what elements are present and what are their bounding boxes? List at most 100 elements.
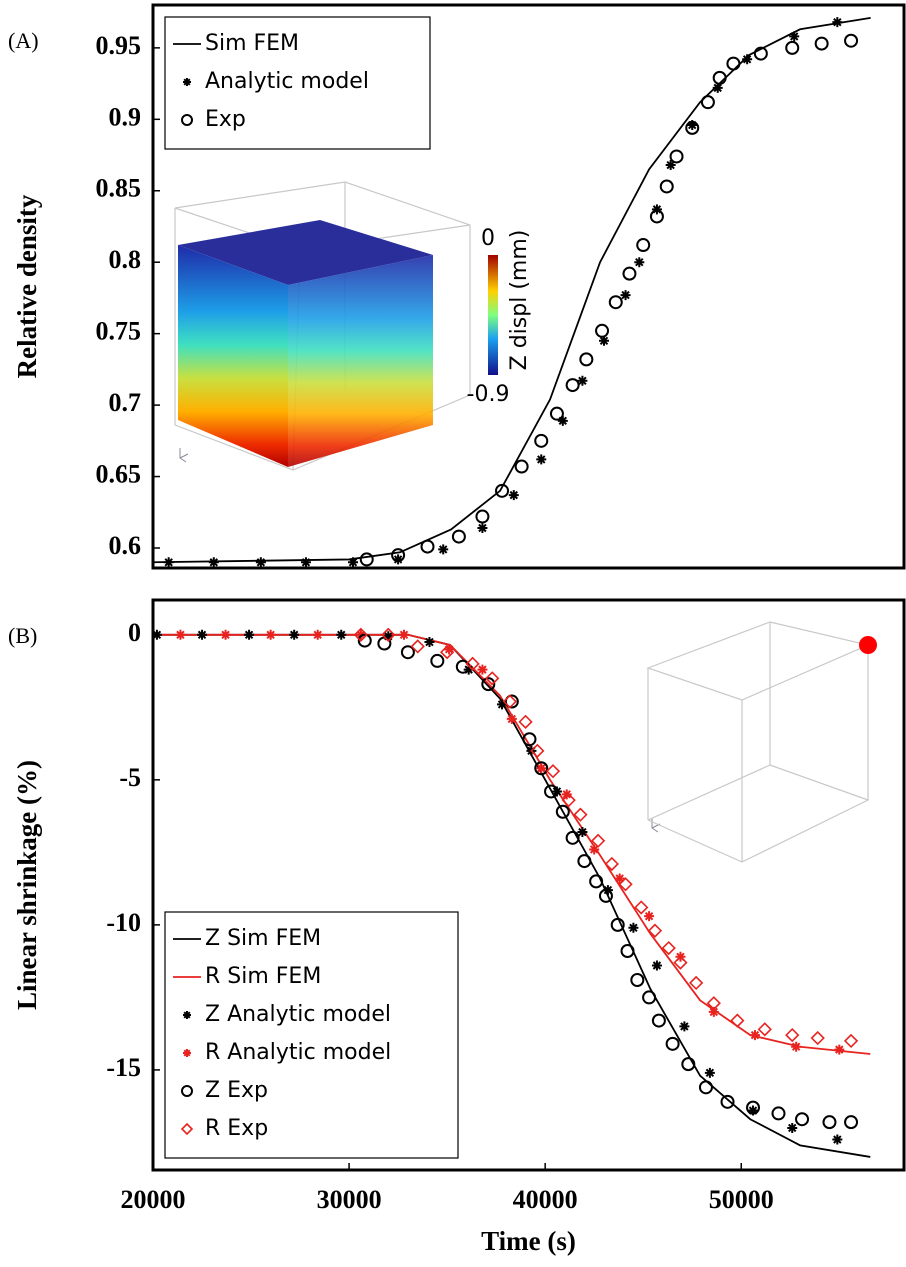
- data-point: [622, 266, 637, 281]
- x-tick-label: 50000: [709, 1185, 774, 1214]
- legend-label: Z Sim FEM: [205, 926, 321, 951]
- data-point: [477, 664, 488, 675]
- data-point: [353, 627, 368, 642]
- plot-frame: [151, 3, 906, 570]
- legend-label: R Sim FEM: [205, 964, 321, 989]
- data-point: [410, 639, 425, 654]
- data-point: [336, 629, 347, 640]
- data-point: [748, 1105, 759, 1116]
- data-point: [628, 922, 639, 933]
- data-point: [700, 95, 715, 110]
- data-point: [348, 557, 359, 568]
- legend-swatch: [183, 1049, 191, 1057]
- data-point: [746, 1100, 761, 1115]
- data-point: [669, 149, 684, 164]
- data-point: [561, 789, 572, 800]
- data-point: [687, 120, 698, 131]
- legend-label: Z Analytic model: [205, 1002, 391, 1027]
- data-point: [589, 874, 604, 889]
- data-point: [832, 1134, 843, 1145]
- panel-label: (A): [8, 28, 39, 53]
- data-point: [787, 1122, 798, 1133]
- data-point: [771, 1106, 786, 1121]
- data-point: [706, 996, 721, 1011]
- data-point: [530, 743, 545, 758]
- data-point: [438, 544, 449, 555]
- data-point: [534, 761, 549, 776]
- data-point: [665, 1036, 680, 1051]
- data-point: [506, 713, 517, 724]
- data-point: [681, 1057, 696, 1072]
- legend-swatch: [183, 78, 191, 86]
- legend-label: R Exp: [205, 1116, 268, 1141]
- data-point: [398, 629, 409, 640]
- data-point: [844, 1115, 859, 1130]
- data-point: [832, 17, 843, 28]
- data-point: [598, 888, 613, 903]
- data-point: [689, 975, 704, 991]
- data-point: [536, 454, 547, 465]
- data-point: [814, 36, 829, 51]
- data-point: [534, 433, 549, 448]
- data-point: [604, 856, 619, 872]
- data-point: [589, 844, 600, 855]
- data-point: [685, 120, 700, 135]
- y-tick-label: 0: [128, 618, 141, 647]
- data-point: [636, 238, 651, 253]
- data-point: [712, 70, 727, 85]
- y-tick-label: 0.75: [96, 317, 142, 346]
- data-point: [163, 557, 174, 568]
- data-point: [843, 1033, 859, 1049]
- data-point: [355, 629, 366, 640]
- series-line: [153, 633, 871, 1055]
- data-point: [383, 631, 394, 642]
- colorbar-tick-label: 0: [481, 226, 495, 251]
- data-point: [661, 940, 676, 956]
- data-point: [465, 656, 480, 671]
- data-point: [289, 629, 300, 640]
- data-point: [549, 406, 564, 421]
- legend-label: Z Exp: [205, 1078, 268, 1103]
- data-point: [424, 637, 435, 648]
- data-point: [579, 352, 594, 367]
- data-point: [151, 629, 162, 640]
- y-tick-label: 0.9: [109, 102, 142, 131]
- data-point: [698, 1080, 713, 1095]
- x-tick-label: 30000: [317, 1185, 382, 1214]
- data-point: [545, 764, 561, 779]
- data-point: [400, 645, 415, 660]
- colorbar: [488, 255, 498, 375]
- data-point: [642, 990, 657, 1005]
- data-point: [244, 629, 255, 640]
- data-point: [590, 833, 606, 848]
- data-point: [844, 33, 859, 48]
- data-point: [391, 548, 406, 563]
- y-tick-label: 0.85: [96, 174, 142, 203]
- data-point: [618, 877, 633, 892]
- data-point: [620, 290, 631, 301]
- data-point: [726, 56, 741, 71]
- y-tick-label: -5: [119, 763, 141, 792]
- data-point: [197, 629, 208, 640]
- x-tick-label: 40000: [513, 1185, 578, 1214]
- data-point: [420, 539, 435, 554]
- legend-label: Sim FEM: [205, 31, 299, 56]
- data-point: [753, 46, 768, 61]
- data-point: [651, 1013, 666, 1028]
- y-tick-label: -15: [106, 1053, 141, 1082]
- data-point: [175, 629, 186, 640]
- data-point: [785, 1027, 800, 1043]
- data-point: [357, 633, 372, 648]
- y-tick-label: -10: [106, 908, 141, 937]
- data-point: [610, 917, 625, 932]
- data-point: [651, 204, 662, 215]
- data-point: [785, 40, 800, 55]
- y-tick-label: 0.6: [109, 531, 142, 560]
- data-point: [659, 179, 674, 194]
- data-point: [430, 653, 445, 668]
- data-point: [497, 699, 508, 710]
- data-point: [789, 31, 800, 42]
- data-point: [359, 552, 374, 567]
- data-point: [577, 375, 588, 386]
